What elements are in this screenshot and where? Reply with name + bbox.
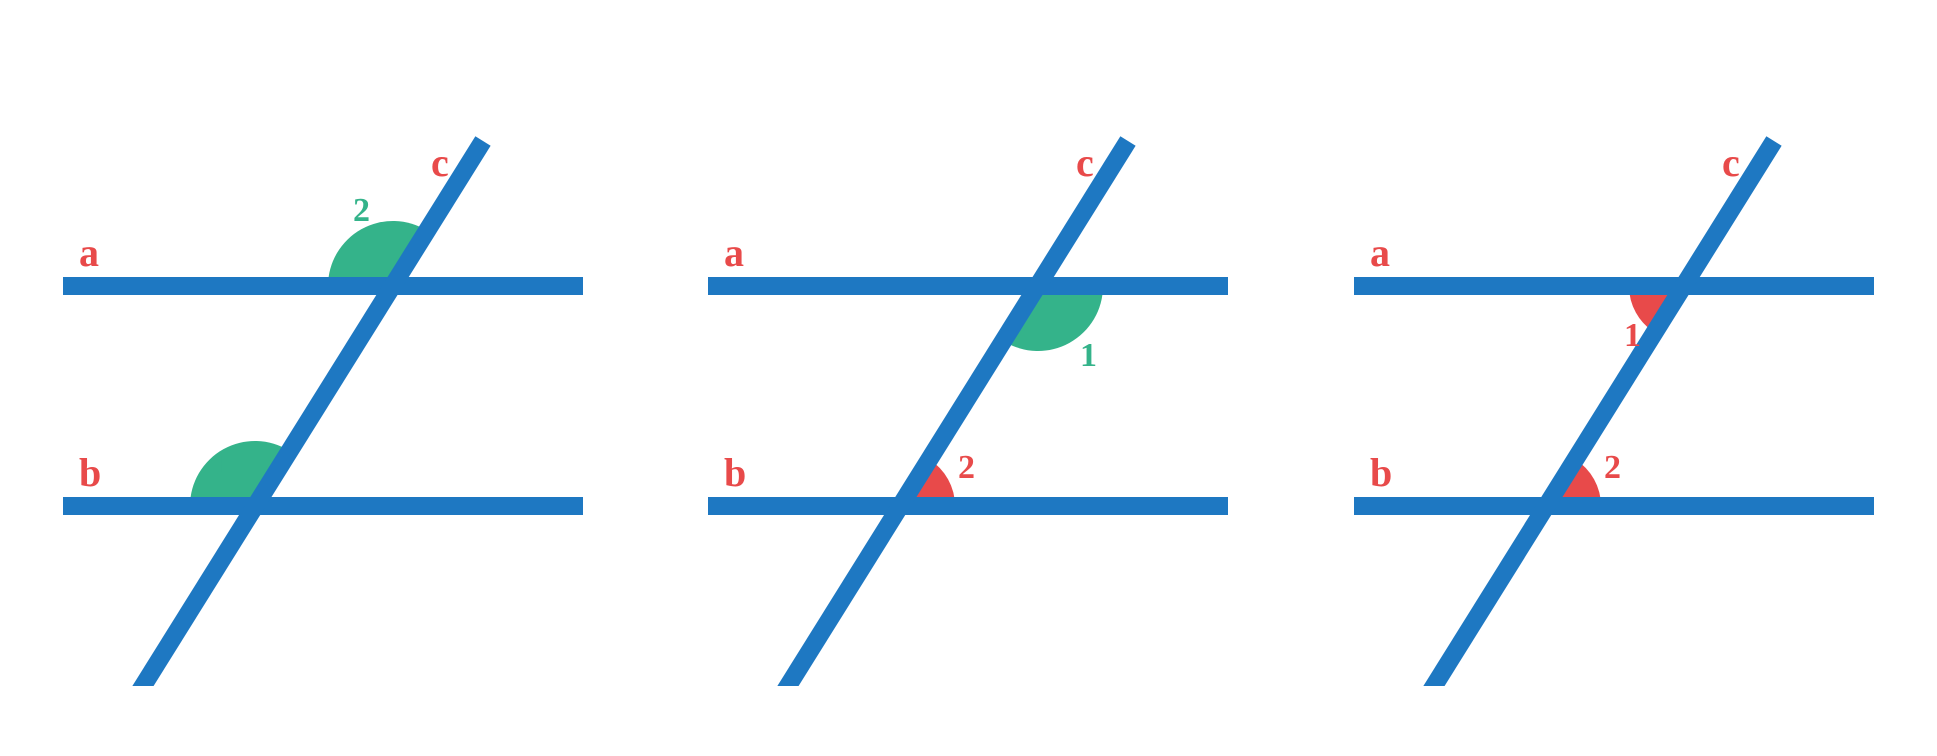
label-b: b bbox=[79, 450, 101, 495]
panel-1-svg: a b c 1 2 bbox=[23, 66, 623, 686]
label-c: c bbox=[1076, 140, 1094, 185]
label-c: c bbox=[1722, 140, 1740, 185]
line-c bbox=[763, 141, 1128, 686]
label-a: a bbox=[1370, 230, 1390, 275]
lines bbox=[1354, 141, 1874, 686]
diagram-row: a b c 1 2 a b c 1 2 a b c 1 2 bbox=[0, 0, 1937, 756]
panel-2-svg: a b c 1 2 bbox=[668, 66, 1268, 686]
label-b: b bbox=[724, 450, 746, 495]
panel-2: a b c 1 2 bbox=[668, 66, 1268, 691]
panel-3: a b c 1 2 bbox=[1314, 66, 1914, 691]
panel-1: a b c 1 2 bbox=[23, 66, 623, 691]
angle-label: 1 bbox=[1080, 337, 1097, 374]
label-b: b bbox=[1370, 450, 1392, 495]
angle-label: 1 bbox=[1624, 317, 1641, 354]
lines bbox=[63, 141, 583, 686]
angle-label: 2 bbox=[958, 449, 975, 486]
label-a: a bbox=[79, 230, 99, 275]
angle-label: 2 bbox=[1604, 449, 1621, 486]
line-c bbox=[118, 141, 483, 686]
label-c: c bbox=[431, 140, 449, 185]
label-a: a bbox=[724, 230, 744, 275]
angle-label: 1 bbox=[215, 445, 232, 482]
lines bbox=[708, 141, 1228, 686]
angle-label: 2 bbox=[353, 192, 370, 229]
line-c bbox=[1409, 141, 1774, 686]
panel-3-svg: a b c 1 2 bbox=[1314, 66, 1914, 686]
